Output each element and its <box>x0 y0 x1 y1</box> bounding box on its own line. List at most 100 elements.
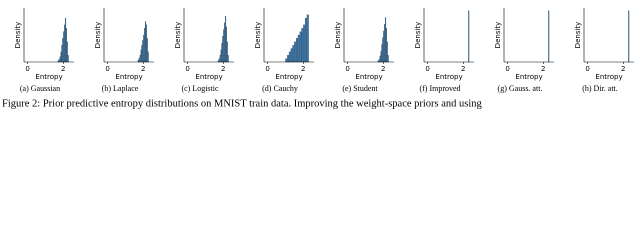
panel-caption: (a) Gaussian <box>20 84 60 93</box>
bar <box>61 45 63 63</box>
x-axis-label: Entropy <box>435 73 462 81</box>
bar <box>299 31 302 63</box>
bar <box>296 38 299 63</box>
x-axis-label: Entropy <box>195 73 222 81</box>
x-tick-label: 0 <box>585 65 589 73</box>
bar <box>226 41 228 63</box>
bar <box>288 51 291 63</box>
x-tick-label: 0 <box>505 65 509 73</box>
y-axis-label: Density <box>254 22 262 49</box>
bar <box>223 29 225 63</box>
x-tick-label: 0 <box>265 65 269 73</box>
bar <box>628 10 630 63</box>
bar <box>381 44 383 63</box>
x-tick-label: 2 <box>301 65 305 73</box>
x-tick-label: 0 <box>185 65 189 73</box>
x-tick-label: 0 <box>345 65 349 73</box>
x-axis-label: Entropy <box>515 73 542 81</box>
bar <box>137 59 139 63</box>
bar <box>384 24 386 63</box>
bar <box>63 31 65 63</box>
bar <box>59 56 61 63</box>
panel-caption: (e) Student <box>342 84 378 93</box>
bar <box>548 10 550 63</box>
bar <box>144 21 147 63</box>
figure: Figure 2: Prior predictive entropy distr… <box>2 8 634 109</box>
bar <box>379 55 381 63</box>
bar <box>304 18 307 63</box>
bar <box>383 30 385 63</box>
bar <box>227 55 229 63</box>
bar <box>66 41 68 63</box>
bar <box>378 59 380 63</box>
bar <box>65 28 67 63</box>
x-axis-label: Entropy <box>595 73 622 81</box>
bar <box>224 16 227 63</box>
y-axis-label: Density <box>574 22 582 49</box>
bar <box>218 58 220 63</box>
bar <box>384 17 387 63</box>
bar <box>64 18 67 63</box>
x-axis-label: Entropy <box>275 73 302 81</box>
bar <box>285 58 288 63</box>
bar <box>58 59 60 63</box>
bar <box>222 36 224 63</box>
y-axis-label: Density <box>14 22 22 49</box>
x-tick-label: 2 <box>141 65 145 73</box>
bar <box>147 51 149 63</box>
bar <box>139 55 141 63</box>
bar <box>146 38 148 63</box>
bar <box>143 34 145 63</box>
bar <box>219 55 221 63</box>
y-axis-label: Density <box>94 22 102 49</box>
bar <box>287 55 290 63</box>
x-tick-label: 2 <box>61 65 65 73</box>
bar <box>382 37 384 63</box>
bar <box>145 24 147 63</box>
bar <box>67 55 69 63</box>
bar <box>294 41 297 63</box>
x-axis-label: Entropy <box>355 73 382 81</box>
bar <box>64 24 66 63</box>
bar <box>141 45 143 63</box>
panel-caption: (d) Cauchy <box>262 84 298 93</box>
bar <box>220 49 222 63</box>
bar <box>221 42 223 63</box>
y-axis-label: Density <box>334 22 342 49</box>
bar <box>144 28 146 63</box>
bar <box>224 22 226 63</box>
panel-caption: (f) Improved <box>419 84 460 93</box>
panel-caption: (b) Laplace <box>102 84 139 93</box>
figure-caption: Figure 2: Prior predictive entropy distr… <box>2 98 483 109</box>
y-axis-label: Density <box>414 22 422 49</box>
bar <box>62 38 64 63</box>
page: Figure 2: Prior predictive entropy distr… <box>0 0 640 111</box>
x-tick-label: 2 <box>381 65 385 73</box>
bar <box>60 51 62 63</box>
bar <box>303 24 306 63</box>
bar <box>387 55 389 63</box>
bar <box>142 40 144 63</box>
x-axis-label: Entropy <box>35 73 62 81</box>
bar <box>468 10 470 63</box>
bar <box>290 48 293 63</box>
x-tick-label: 0 <box>25 65 29 73</box>
bar <box>386 41 388 63</box>
y-axis-label: Density <box>494 22 502 49</box>
x-tick-label: 0 <box>425 65 429 73</box>
bar <box>306 14 309 63</box>
bar <box>225 26 227 63</box>
x-tick-label: 2 <box>621 65 625 73</box>
bar <box>380 51 382 63</box>
y-axis-label: Density <box>174 22 182 49</box>
panel-caption: (h) Dir. att. <box>582 84 618 93</box>
bar <box>140 49 142 63</box>
